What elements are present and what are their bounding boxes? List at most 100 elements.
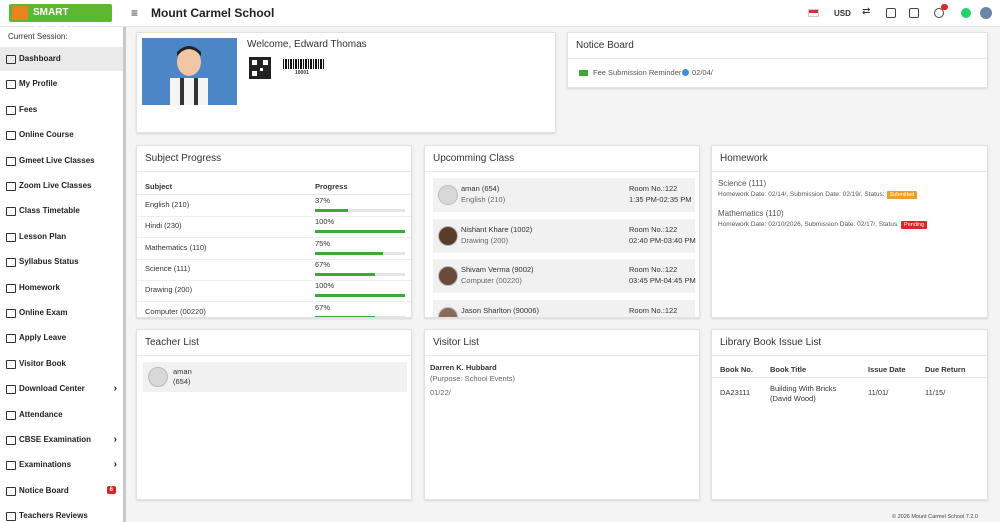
teacher-avatar — [438, 185, 458, 205]
logo[interactable]: SMART SCHOOL — [9, 4, 112, 36]
row-rule — [137, 216, 411, 217]
homework-subject: Science (111) — [718, 179, 767, 188]
card-title: Notice Board — [576, 40, 634, 51]
class-item: Nishant Khare (1002) Drawing (200) Room No… — [433, 218, 696, 253]
nav-item[interactable]: Attendance — [0, 403, 123, 427]
calendar-icon[interactable] — [886, 8, 896, 18]
nav-label: Examinations — [19, 460, 72, 470]
room: Room No.:122 — [629, 265, 678, 274]
nav-badge: 6 — [106, 485, 116, 494]
progress-label: 67% — [315, 259, 331, 269]
room: Room No.:122 — [629, 305, 678, 315]
nav-item[interactable]: Syllabus Status — [0, 250, 123, 274]
progress-bar — [315, 272, 405, 276]
whatsapp-icon[interactable] — [961, 8, 971, 18]
cell: Building With Bricks (David Wood) — [770, 384, 837, 403]
nav-label: Notice Board — [19, 485, 69, 495]
subject-name: Hindi (230) — [145, 221, 182, 231]
nav-item[interactable]: Notice Board 6 — [0, 479, 123, 503]
column-header: Issue Date — [868, 365, 906, 374]
progress-fill — [315, 315, 376, 317]
nav-label: Zoom Live Classes — [19, 181, 92, 190]
notification-dot — [941, 4, 948, 10]
subject-name: Mathematics (110) — [145, 242, 207, 252]
nav-item[interactable]: Apply Leave — [0, 326, 123, 350]
nav-label: Dashboard — [19, 54, 61, 63]
progress-label: 37% — [315, 196, 331, 205]
nav-item[interactable]: Dashboard — [0, 47, 123, 71]
notice-board-card: Notice Board Fee Submission Reminder 02/0… — [567, 32, 988, 88]
sidebar: Current Session: Dashboard My Profile Fees… — [0, 27, 123, 522]
school-name: Mount Carmel School — [151, 6, 275, 20]
nav-item[interactable]: Zoom Live Classes — [0, 174, 123, 198]
row-rule — [137, 279, 411, 281]
top-bar: SMART SCHOOL ≡ Mount Carmel School USD ⇄ — [0, 0, 1000, 36]
progress-label: 75% — [315, 238, 331, 248]
welcome-text: Welcome, Edward Thomas — [247, 39, 367, 50]
nav-label: Apply Leave — [19, 333, 67, 343]
teacher-name: Shivam Verma (9002) — [461, 265, 534, 274]
nav-item[interactable]: Online Course — [0, 123, 123, 147]
nav-item[interactable]: Examinations › — [0, 453, 123, 477]
cell: DA23111 — [720, 388, 751, 397]
progress-bar — [315, 230, 405, 234]
row-rule — [137, 258, 411, 260]
header-rule — [137, 194, 411, 195]
teacher-avatar — [438, 266, 458, 286]
cell: 11/01/ — [868, 388, 889, 397]
card-title: Visitor List — [433, 337, 479, 348]
nav-label: CBSE Examination — [19, 435, 92, 444]
class-item: Jason Sharlton (90006) Room No.:122 — [433, 299, 695, 317]
teacher-name: aman (654) — [461, 184, 500, 193]
switch-icon[interactable]: ⇄ — [862, 6, 871, 17]
notice-icon — [579, 70, 588, 76]
nav-item[interactable]: Gmeet Live Classes — [0, 149, 123, 173]
nav-item[interactable]: Download Center › — [0, 377, 123, 401]
student-photo — [142, 38, 237, 105]
nav-item[interactable]: Visitor Book — [0, 352, 123, 376]
homework-card: Homework Science (111) Homework Date: 02/… — [711, 145, 988, 318]
chevron: › — [113, 459, 117, 471]
nav-item[interactable]: Teachers Reviews — [0, 504, 123, 522]
subject-name: Drawing (200) — [145, 285, 193, 295]
homework-details: Homework Date: 02/10/2026, Submission Da… — [718, 221, 928, 229]
progress-bar — [315, 251, 405, 255]
nav-label: Class Timetable — [19, 206, 80, 216]
nav-item[interactable]: My Profile — [0, 72, 123, 96]
task-icon[interactable] — [909, 8, 919, 18]
progress-fill — [315, 209, 349, 212]
chat-icon[interactable] — [934, 8, 944, 18]
class-item: aman (654) English (210) Room No.:122 1:35 … — [433, 178, 695, 212]
teacher-name: aman — [173, 367, 192, 376]
menu-toggle[interactable]: ≡ — [131, 6, 139, 20]
nav-item[interactable]: CBSE Examination › — [0, 428, 123, 452]
column-header: Due Return — [925, 365, 966, 374]
progress-fill — [315, 230, 405, 234]
header-rule — [712, 377, 987, 378]
notice-date: 02/04/ — [692, 68, 713, 77]
currency[interactable]: USD — [834, 9, 851, 18]
teacher-list-card: Teacher List aman (654) — [136, 329, 412, 500]
flag[interactable] — [808, 9, 819, 17]
progress-fill — [315, 294, 405, 298]
user-avatar[interactable] — [980, 7, 992, 19]
column-header: Book No. — [720, 365, 753, 374]
nav-label: Download Center — [19, 384, 85, 394]
row-rule — [137, 237, 411, 239]
nav-item[interactable]: Fees — [0, 98, 123, 122]
nav-item[interactable]: Homework — [0, 276, 123, 300]
footer: © 2026 Mount Carmel School 7.2.0 — [892, 514, 978, 520]
notice-text[interactable]: Fee Submission Reminder — [593, 68, 682, 77]
nav-item[interactable]: Class Timetable — [0, 199, 123, 223]
progress-label: 67% — [315, 302, 331, 312]
room: Room No.:122 — [629, 224, 678, 234]
scrollbar[interactable] — [123, 27, 126, 522]
nav-label: Online Exam — [19, 308, 68, 317]
homework-subject: Mathematics (110) — [718, 209, 784, 218]
nav-item[interactable]: Lesson Plan — [0, 225, 123, 249]
row-rule — [137, 301, 411, 303]
nav-item[interactable]: Online Exam — [0, 301, 123, 325]
teacher-avatar — [438, 225, 458, 246]
